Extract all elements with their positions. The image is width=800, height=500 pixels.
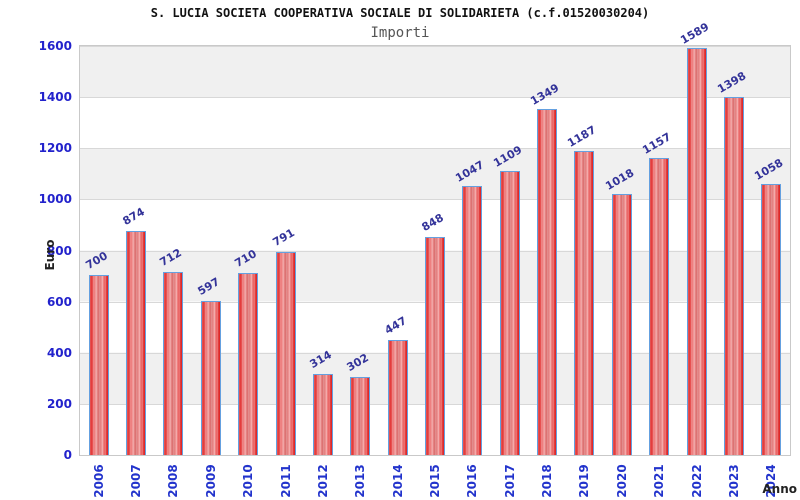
y-tick-label-400: 400 [46, 345, 72, 360]
y-tick-label-0: 0 [63, 448, 72, 462]
x-tick-label-2016: 2016 [465, 464, 480, 498]
x-tick-label-2009: 2009 [203, 464, 218, 498]
bar-2023 [723, 97, 744, 455]
bar-2008 [163, 272, 184, 455]
bar-2019 [574, 151, 595, 455]
bar-2013 [350, 377, 371, 455]
x-tick-label-2017: 2017 [502, 464, 517, 498]
x-tick-label-2014: 2014 [390, 464, 405, 498]
x-axis-title: Anno [762, 482, 797, 496]
bar-2017 [499, 171, 520, 455]
y-tick-label-1200: 1200 [38, 141, 72, 156]
gridline-1600 [80, 46, 790, 47]
x-tick-label-2013: 2013 [353, 464, 368, 498]
bar-2018 [537, 109, 558, 455]
x-tick-label-2018: 2018 [540, 464, 555, 498]
x-tick-label-2006: 2006 [91, 464, 106, 498]
bar-2024 [761, 184, 782, 455]
bar-2015 [425, 237, 445, 455]
y-tick-label-1000: 1000 [38, 192, 72, 207]
bar-2011 [275, 252, 296, 455]
y-tick-label-600: 600 [46, 294, 72, 309]
bar-2012 [312, 374, 333, 455]
y-axis-title: Euro [43, 239, 57, 271]
x-tick-label-2008: 2008 [166, 464, 181, 498]
gridline-1200 [80, 148, 790, 150]
gridline-1400 [80, 97, 790, 99]
bar-2006 [88, 275, 109, 455]
y-tick-label-1400: 1400 [38, 90, 72, 105]
x-tick-label-2010: 2010 [241, 464, 256, 498]
bar-2020 [611, 194, 632, 455]
plot-area [80, 46, 790, 455]
bar-2010 [238, 273, 259, 455]
bar-2016 [462, 186, 483, 455]
x-tick-label-2022: 2022 [689, 464, 704, 498]
x-tick-label-2012: 2012 [315, 464, 330, 498]
x-tick-label-2020: 2020 [614, 464, 629, 498]
y-tick-label-1600: 1600 [38, 39, 72, 53]
x-tick-label-2011: 2011 [278, 464, 293, 498]
gridline-1000 [80, 199, 790, 201]
x-tick-label-2019: 2019 [577, 464, 592, 498]
bar-2009 [200, 301, 221, 455]
y-tick-label-800: 800 [46, 243, 72, 258]
bar-2007 [126, 231, 147, 455]
chart-title: S. LUCIA SOCIETA COOPERATIVA SOCIALE DI … [150, 6, 650, 20]
x-tick-label-2023: 2023 [726, 464, 741, 498]
x-tick-label-2021: 2021 [652, 464, 667, 498]
y-tick-label-200: 200 [46, 396, 72, 411]
bar-2022 [686, 48, 707, 455]
bar-2021 [649, 158, 670, 455]
bar-2014 [387, 340, 408, 455]
x-tick-label-2007: 2007 [129, 464, 144, 498]
chart-subtitle: Importi [370, 25, 430, 41]
x-tick-label-2015: 2015 [428, 464, 442, 498]
